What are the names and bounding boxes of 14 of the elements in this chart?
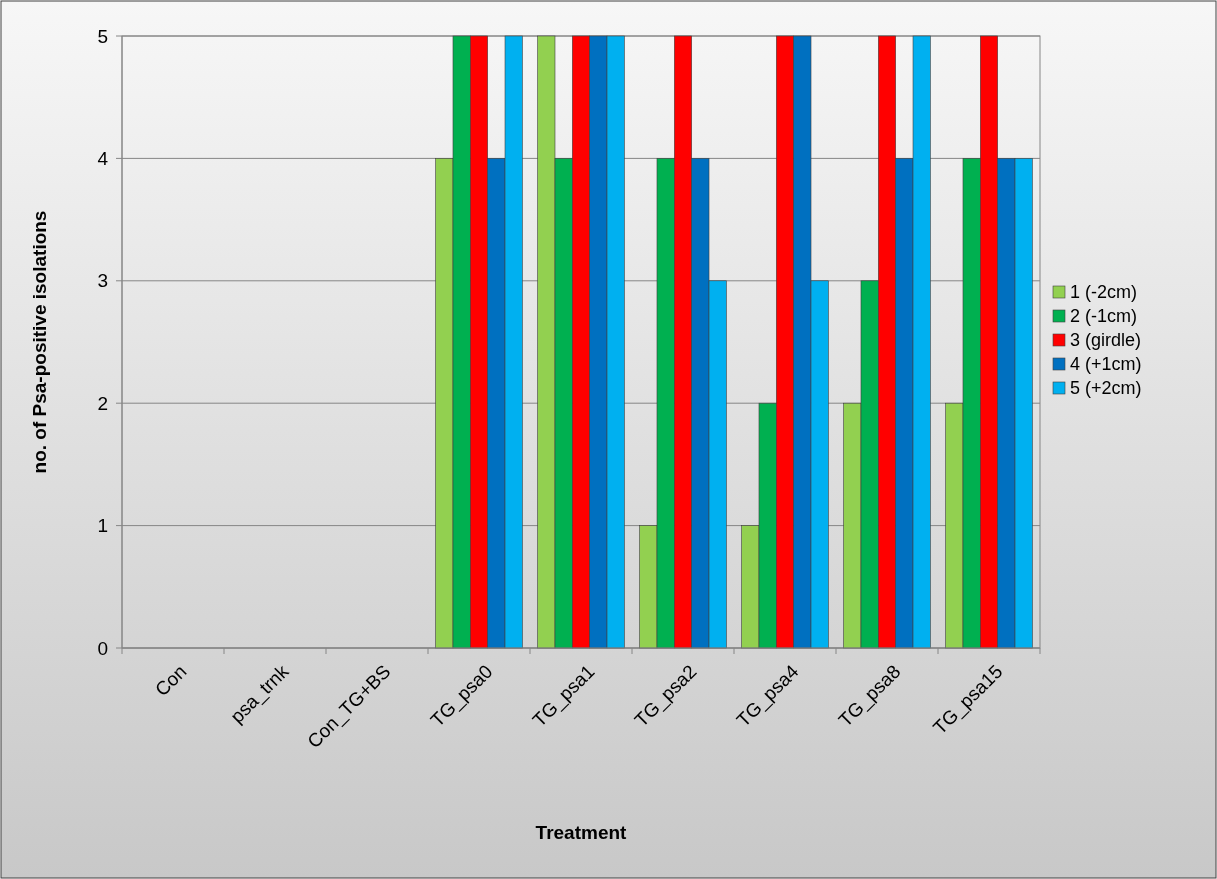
legend-label: 1 (-2cm) <box>1070 282 1137 303</box>
y-tick-label: 5 <box>97 25 108 47</box>
legend-label: 5 (+2cm) <box>1070 378 1142 399</box>
x-axis-title: Treatment <box>535 822 628 843</box>
y-tick-label: 0 <box>97 637 108 659</box>
y-tick-label: 2 <box>97 392 108 414</box>
y-tick-label: 3 <box>97 270 108 292</box>
legend-label: 2 (-1cm) <box>1070 306 1137 327</box>
legend-label: 3 (girdle) <box>1070 330 1142 351</box>
y-tick-label: 1 <box>97 515 108 537</box>
x-tick-label: Con <box>151 660 191 701</box>
y-axis-title: no. of Psa-positive isolations <box>29 210 50 474</box>
legend-label: 4 (+1cm) <box>1070 354 1142 375</box>
y-tick-label: 4 <box>97 148 109 170</box>
